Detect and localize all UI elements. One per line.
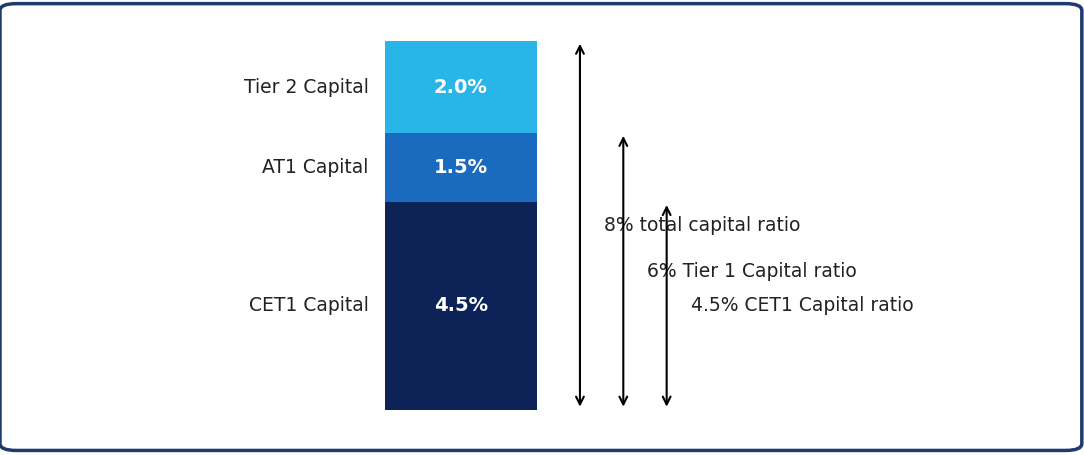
Text: 8% total capital ratio: 8% total capital ratio (604, 216, 800, 235)
Text: 4.5% CET1 Capital ratio: 4.5% CET1 Capital ratio (691, 296, 913, 315)
Bar (385, 202, 537, 410)
Text: CET1 Capital: CET1 Capital (248, 296, 369, 315)
Text: 2.0%: 2.0% (434, 77, 488, 96)
Text: AT1 Capital: AT1 Capital (262, 158, 369, 177)
Text: 1.5%: 1.5% (434, 158, 488, 177)
Text: 4.5%: 4.5% (434, 296, 488, 315)
Bar (385, 133, 537, 202)
Text: 6% Tier 1 Capital ratio: 6% Tier 1 Capital ratio (647, 262, 856, 281)
FancyBboxPatch shape (0, 4, 1082, 450)
Text: Tier 2 Capital: Tier 2 Capital (244, 77, 369, 96)
Bar (385, 41, 537, 133)
